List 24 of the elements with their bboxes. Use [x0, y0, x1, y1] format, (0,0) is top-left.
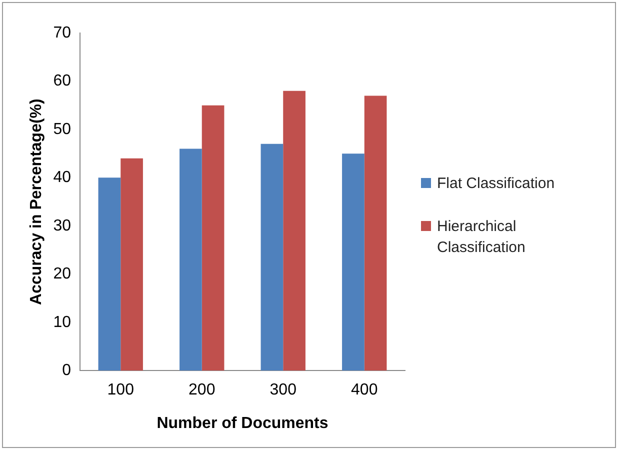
- y-tick-label: 0: [62, 362, 72, 380]
- bar: [283, 90, 306, 371]
- bar: [364, 96, 387, 371]
- x-tick-label: 400: [351, 382, 378, 399]
- y-tick-label: 10: [53, 314, 72, 331]
- y-tick-label: 40: [53, 169, 72, 186]
- x-tick-label: 300: [270, 382, 297, 399]
- legend-label: Hierarchical Classification: [437, 217, 526, 258]
- bar: [180, 148, 202, 371]
- legend-label: Flat Classification: [437, 174, 555, 194]
- bar: [120, 158, 143, 371]
- y-tick-label: 70: [53, 24, 72, 42]
- bar: [98, 178, 121, 371]
- y-axis-title: Accuracy in Percentage(%): [28, 98, 46, 305]
- y-tick-label: 30: [53, 217, 72, 234]
- y-tick-label: 60: [53, 72, 72, 90]
- bar: [342, 154, 364, 371]
- y-tick-label: 50: [53, 120, 72, 138]
- x-tick-label: 100: [107, 382, 134, 399]
- x-tick-label: 200: [188, 382, 216, 399]
- bar: [202, 105, 224, 371]
- y-tick-label: 20: [53, 266, 72, 283]
- bar: [260, 144, 284, 371]
- x-axis-title: Number of Documents: [156, 414, 328, 432]
